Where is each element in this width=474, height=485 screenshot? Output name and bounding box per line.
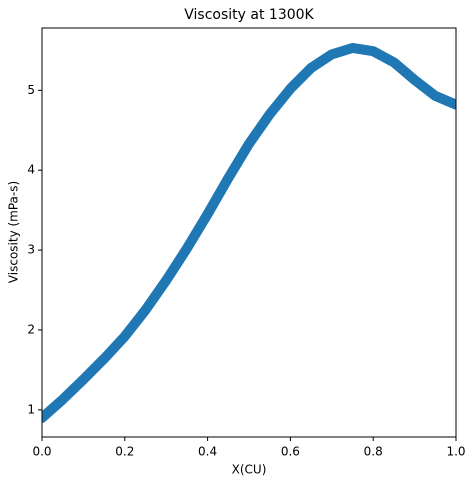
data-line (42, 42, 456, 423)
x-tick-label: 0.2 (115, 445, 134, 459)
x-tick-label: 0.4 (198, 445, 217, 459)
x-tick-label: 0.0 (32, 445, 51, 459)
y-axis-label: Viscosity (mPa-s) (7, 181, 21, 283)
y-tick-label: 3 (27, 243, 35, 257)
y-tick-label: 2 (27, 322, 35, 336)
x-axis-label: X(CU) (232, 463, 267, 477)
plot-frame (41, 27, 457, 438)
x-tick-label: 1.0 (446, 445, 465, 459)
x-tick-label: 0.8 (364, 445, 383, 459)
x-tick-label: 0.6 (281, 445, 300, 459)
y-tick-label: 1 (27, 402, 35, 416)
y-tick-label: 4 (27, 163, 35, 177)
chart-title: Viscosity at 1300K (184, 7, 314, 23)
y-tick-label: 5 (27, 83, 35, 97)
